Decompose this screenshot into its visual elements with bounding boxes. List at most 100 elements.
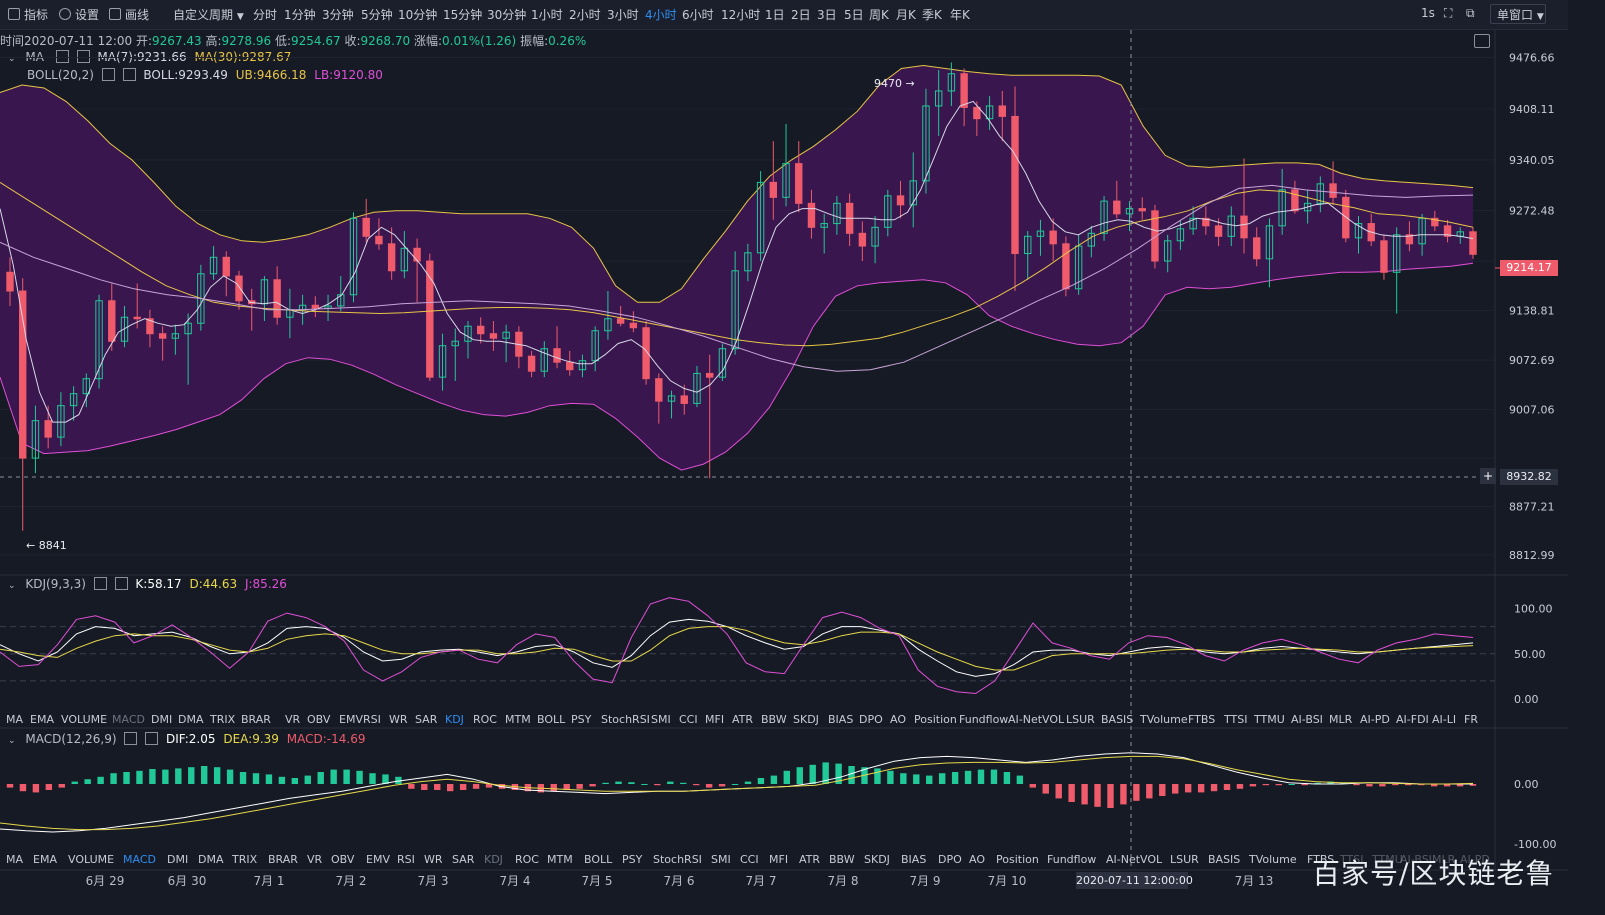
indicator-tab-skdj[interactable]: SKDJ bbox=[864, 853, 890, 866]
period-tab-19[interactable]: 季K bbox=[922, 8, 942, 22]
custom-period-dropdown[interactable]: 自定义周期 ▼ bbox=[173, 6, 244, 23]
indicator-tab-bias[interactable]: BIAS bbox=[828, 713, 854, 726]
indicator-tab-macd[interactable]: MACD bbox=[123, 853, 156, 866]
period-tab-1[interactable]: 1分钟 bbox=[284, 8, 316, 22]
indicator-tab-emv[interactable]: EMV bbox=[339, 713, 363, 726]
indicator-tab-roc[interactable]: ROC bbox=[515, 853, 539, 866]
indicator-tab-obv[interactable]: OBV bbox=[307, 713, 331, 726]
period-tab-4[interactable]: 10分钟 bbox=[398, 8, 438, 22]
ma-close-icon[interactable] bbox=[76, 50, 90, 63]
indicator-tab-emv[interactable]: EMV bbox=[366, 853, 390, 866]
indicator-tab-atr[interactable]: ATR bbox=[732, 713, 754, 726]
indicator-tab-vr[interactable]: VR bbox=[285, 713, 301, 726]
indicator-tab-position[interactable]: Position bbox=[914, 713, 957, 726]
indicator-tab-macd[interactable]: MACD bbox=[112, 713, 145, 726]
collapse-icon[interactable]: ⌄ bbox=[8, 736, 16, 746]
indicator-tab-wr[interactable]: WR bbox=[389, 713, 408, 726]
draw-button[interactable]: 画线 bbox=[109, 6, 149, 23]
fullscreen-icon[interactable]: ⛶ bbox=[1444, 6, 1453, 20]
indicator-button[interactable]: 指标 bbox=[8, 6, 48, 23]
indicator-tab-kdj[interactable]: KDJ bbox=[445, 713, 464, 726]
indicator-tab-dpo[interactable]: DPO bbox=[859, 713, 883, 726]
kdj-settings-icon[interactable] bbox=[93, 577, 107, 590]
indicator-tab-skdj[interactable]: SKDJ bbox=[793, 713, 819, 726]
macd-close-icon[interactable] bbox=[145, 732, 159, 745]
indicator-tab-lsur[interactable]: LSUR bbox=[1170, 853, 1199, 866]
indicator-tab-sar[interactable]: SAR bbox=[452, 853, 475, 866]
indicator-tab-ai-netvol[interactable]: AI-NetVOL bbox=[1008, 713, 1065, 726]
indicator-tab-sar[interactable]: SAR bbox=[415, 713, 438, 726]
indicator-tab-ai-pd[interactable]: AI-PD bbox=[1360, 713, 1390, 726]
indicator-tab-stochrsi[interactable]: StochRSI bbox=[653, 853, 702, 866]
crosshair-add-icon[interactable]: + bbox=[1480, 468, 1496, 484]
indicator-tab-bias[interactable]: BIAS bbox=[901, 853, 927, 866]
indicator-tab-dma[interactable]: DMA bbox=[198, 853, 224, 866]
indicator-tab-ma[interactable]: MA bbox=[6, 853, 24, 866]
indicator-tab-smi[interactable]: SMI bbox=[711, 853, 731, 866]
indicator-tab-ai-bsi[interactable]: AI-BSI bbox=[1291, 713, 1323, 726]
indicator-tab-ftbs[interactable]: FTBS bbox=[1188, 713, 1216, 726]
indicator-tab-tvolume[interactable]: TVolume bbox=[1249, 853, 1297, 866]
indicator-tab-bbw[interactable]: BBW bbox=[761, 713, 787, 726]
popout-icon[interactable]: ⧉ bbox=[1466, 6, 1475, 20]
kdj-close-icon[interactable] bbox=[114, 577, 128, 590]
indicator-tab-obv[interactable]: OBV bbox=[331, 853, 355, 866]
indicator-tab-position[interactable]: Position bbox=[996, 853, 1039, 866]
period-tab-8[interactable]: 2小时 bbox=[569, 8, 601, 22]
indicator-tab-ao[interactable]: AO bbox=[890, 713, 906, 726]
boll-settings-icon[interactable] bbox=[101, 68, 115, 81]
boll-close-icon[interactable] bbox=[122, 68, 136, 81]
indicator-tab-mlr[interactable]: MLR bbox=[1329, 713, 1353, 726]
indicator-tab-tvolume[interactable]: TVolume bbox=[1140, 713, 1188, 726]
period-tab-11[interactable]: 6小时 bbox=[682, 8, 714, 22]
period-tab-10[interactable]: 4小时 bbox=[645, 8, 677, 22]
indicator-tab-stochrsi[interactable]: StochRSI bbox=[601, 713, 650, 726]
indicator-tab-fr[interactable]: FR bbox=[1464, 713, 1478, 726]
indicator-tab-brar[interactable]: BRAR bbox=[241, 713, 271, 726]
indicator-tab-volume[interactable]: VOLUME bbox=[61, 713, 108, 726]
indicator-tab-basis[interactable]: BASIS bbox=[1101, 713, 1134, 726]
indicator-tab-smi[interactable]: SMI bbox=[651, 713, 671, 726]
indicator-tab-wr[interactable]: WR bbox=[424, 853, 443, 866]
indicator-tab-dma[interactable]: DMA bbox=[178, 713, 204, 726]
indicator-tab-mtm[interactable]: MTM bbox=[547, 853, 573, 866]
indicator-tab-ttsi[interactable]: TTSI bbox=[1224, 713, 1248, 726]
indicator-tab-ai-li[interactable]: AI-LI bbox=[1432, 713, 1457, 726]
indicator-tab-ttmu[interactable]: TTMU bbox=[1254, 713, 1285, 726]
period-tab-20[interactable]: 年K bbox=[950, 8, 970, 22]
ma-settings-icon[interactable] bbox=[55, 50, 69, 63]
indicator-tab-mtm[interactable]: MTM bbox=[505, 713, 531, 726]
indicator-tab-partial-0[interactable]: TTSI bbox=[1340, 853, 1364, 866]
indicator-tab-fundflow[interactable]: Fundflow bbox=[959, 713, 1009, 726]
indicator-tab-boll[interactable]: BOLL bbox=[537, 713, 566, 726]
indicator-tab-mfi[interactable]: MFI bbox=[769, 853, 789, 866]
period-tab-16[interactable]: 5日 bbox=[844, 8, 864, 22]
indicator-tab-basis[interactable]: BASIS bbox=[1208, 853, 1241, 866]
indicator-tab-volume[interactable]: VOLUME bbox=[68, 853, 115, 866]
period-tab-0[interactable]: 分时 bbox=[253, 8, 278, 22]
interval-button[interactable]: 1s bbox=[1421, 6, 1435, 20]
period-tab-7[interactable]: 1小时 bbox=[531, 8, 563, 22]
indicator-tab-ma[interactable]: MA bbox=[6, 713, 24, 726]
indicator-tab-ao[interactable]: AO bbox=[969, 853, 985, 866]
period-tab-13[interactable]: 1日 bbox=[765, 8, 785, 22]
indicator-tab-ai-netvol[interactable]: AI-NetVOL bbox=[1106, 853, 1163, 866]
indicator-tab-dmi[interactable]: DMI bbox=[151, 713, 173, 726]
indicator-tab-fundflow[interactable]: Fundflow bbox=[1047, 853, 1097, 866]
indicator-tab-roc[interactable]: ROC bbox=[473, 713, 497, 726]
period-tab-12[interactable]: 12小时 bbox=[721, 8, 761, 22]
period-tab-18[interactable]: 月K bbox=[896, 8, 916, 22]
period-tab-2[interactable]: 3分钟 bbox=[322, 8, 354, 22]
collapse-icon[interactable]: ⌄ bbox=[8, 54, 16, 64]
indicator-tab-psy[interactable]: PSY bbox=[622, 853, 643, 866]
period-tab-3[interactable]: 5分钟 bbox=[361, 8, 393, 22]
collapse-icon[interactable]: ⌄ bbox=[8, 581, 16, 591]
indicator-tab-cci[interactable]: CCI bbox=[740, 853, 759, 866]
indicator-tab-ai-fdi[interactable]: AI-FDI bbox=[1396, 713, 1429, 726]
trading-chart[interactable]: 9476.66 9408.11 9340.05 9272.48 9138.81 9072.… bbox=[0, 0, 1568, 894]
period-tab-6[interactable]: 30分钟 bbox=[487, 8, 527, 22]
indicator-tab-mfi[interactable]: MFI bbox=[705, 713, 725, 726]
indicator-tab-trix[interactable]: TRIX bbox=[232, 853, 258, 866]
indicator-tab-cci[interactable]: CCI bbox=[679, 713, 698, 726]
screenshot-icon[interactable] bbox=[1474, 34, 1490, 48]
